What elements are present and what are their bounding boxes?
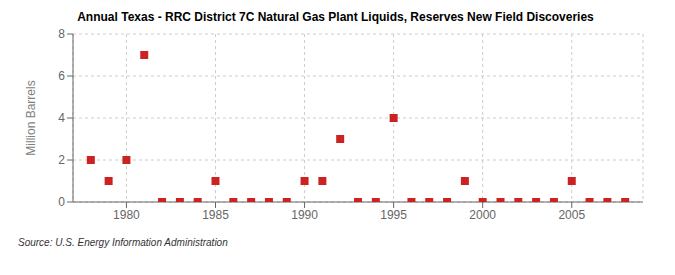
html-text:Annual Texas - RRC District 7C: Annual Texas - RRC District 7C Natural G… [77,10,594,24]
svg-text:Million Barrels: Million Barrels [24,80,38,155]
svg-text:1980: 1980 [113,208,140,222]
svg-text:6: 6 [58,69,65,83]
svg-text:1990: 1990 [291,208,318,222]
svg-text:0: 0 [58,195,65,209]
svg-text:8: 8 [58,27,65,41]
svg-text:2: 2 [58,153,65,167]
svg-text:2000: 2000 [469,208,496,222]
svg-text:1985: 1985 [202,208,229,222]
html-text:Source: U.S. Energy Informatio: Source: U.S. Energy Information Administ… [18,237,228,248]
svg-text:4: 4 [58,111,65,125]
svg-text:2005: 2005 [558,208,585,222]
svg-text:1995: 1995 [380,208,407,222]
